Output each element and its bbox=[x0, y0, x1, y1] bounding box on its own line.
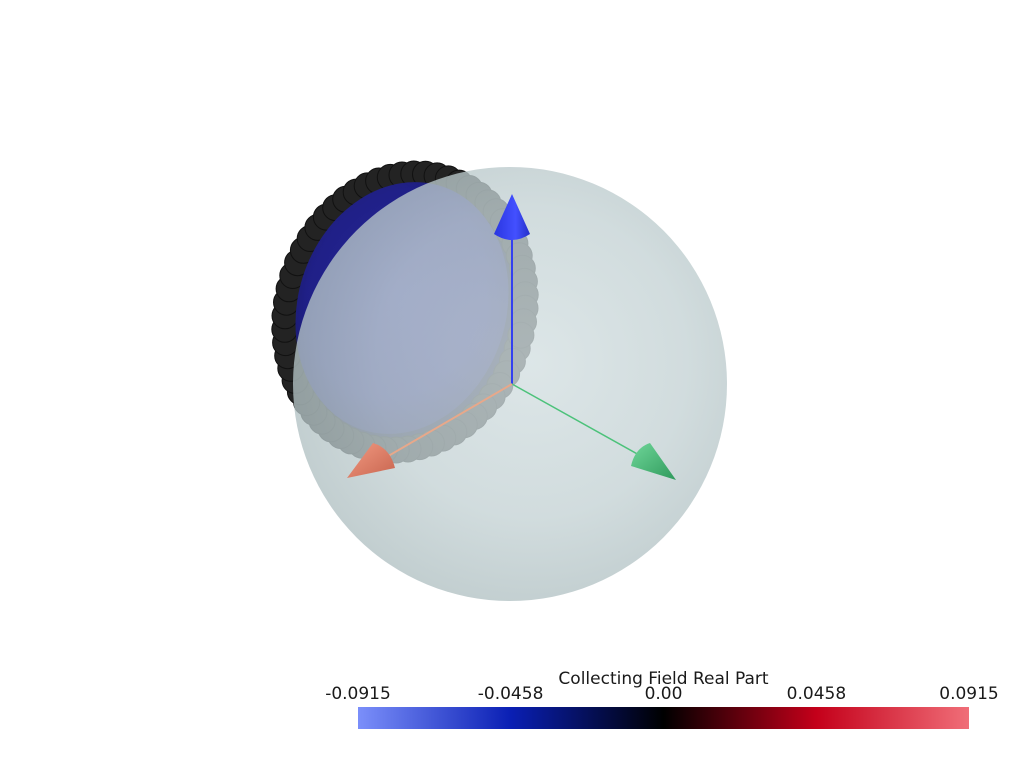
colorbar-tick-label: 0.00 bbox=[644, 684, 683, 704]
colorbar-gradient bbox=[358, 707, 969, 729]
colorbar-tick-label: 0.0458 bbox=[786, 684, 847, 704]
colorbar-title: Collecting Field Real Part bbox=[558, 669, 769, 689]
colorbar-tick-label: -0.0458 bbox=[477, 684, 544, 704]
y-axis-cone bbox=[631, 443, 676, 480]
colorbar-tick-label: -0.0915 bbox=[325, 684, 391, 704]
transparent-sphere bbox=[293, 167, 727, 601]
x-axis-line bbox=[377, 383, 513, 463]
y-axis-line bbox=[511, 383, 649, 461]
z-axis-cone bbox=[494, 194, 530, 240]
x-axis-cone bbox=[347, 443, 395, 478]
axes-glyph bbox=[347, 194, 676, 480]
colorbar-tick-label: 0.0915 bbox=[939, 684, 999, 704]
